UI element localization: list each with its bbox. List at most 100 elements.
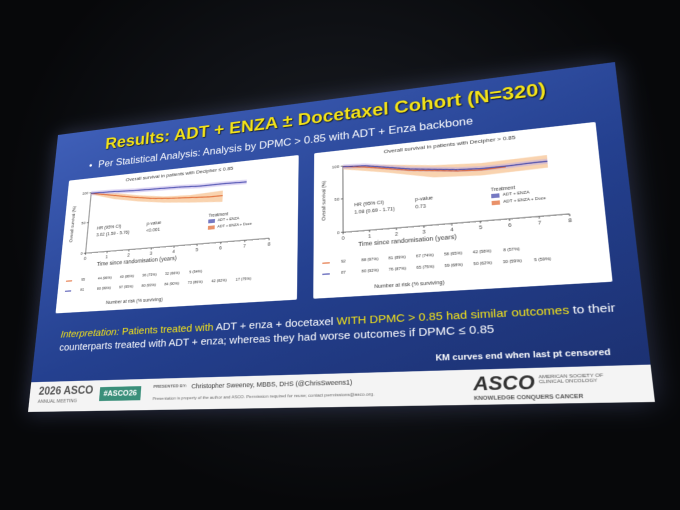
x-tick-label: 8: [268, 242, 271, 247]
risk-value: 5 (59%): [534, 256, 551, 263]
risk-value: 80 (99%): [97, 286, 111, 292]
risk-value: 81 (89%): [388, 255, 406, 261]
p-value: <0.001: [146, 227, 160, 233]
y-tick-label: 50: [81, 220, 86, 225]
y-tick-label: 50: [334, 197, 339, 202]
legend-label: ADT + ENZA: [218, 216, 240, 223]
km-panel: Overall survival in patients with Deciph…: [313, 121, 613, 299]
legend-title: Treatment: [491, 185, 516, 192]
panel-title: Overall survival in patients with Deciph…: [126, 165, 234, 182]
risk-value: 44 (96%): [98, 275, 112, 281]
risk-value: 32 (66%): [165, 271, 180, 277]
risk-value: 58 (65%): [444, 251, 462, 258]
x-tick-label: 5: [479, 225, 483, 230]
risk-value: 42 (82%): [211, 278, 227, 284]
risk-value: 84 (90%): [164, 281, 179, 287]
x-tick-label: 1: [105, 255, 108, 260]
hr-value: 3.02 (1.59 - 5.76): [96, 230, 130, 238]
legend-swatch: [208, 218, 216, 224]
risk-value: 17 (75%): [236, 276, 252, 282]
presenter: Christopher Sweeney, MBBS, DHS (@ChrisSw…: [191, 378, 353, 390]
risk-value: 36 (73%): [142, 272, 157, 278]
km-plot: Overall survival in patients with Deciph…: [313, 134, 572, 290]
risk-value: 8 (57%): [503, 246, 520, 253]
legend-label: ADT + ENZA + Doce: [503, 196, 547, 205]
legend-title: Treatment: [208, 212, 228, 218]
risk-value: 42 (58%): [473, 249, 492, 256]
x-axis-label: Time since randomisation (years): [358, 234, 457, 248]
y-tick-label: 0: [80, 251, 83, 256]
legend-label: ADT + ENZA + Doce: [217, 221, 252, 229]
risk-value: 67 (74%): [416, 253, 434, 259]
risk-n: 81: [80, 287, 85, 292]
risk-n: 87: [341, 270, 346, 275]
risk-value: 88 (97%): [361, 257, 378, 263]
hr-label: HR (95% CI): [354, 200, 385, 208]
risk-value: 40 (86%): [120, 274, 135, 280]
x-tick-label: 4: [450, 227, 455, 233]
p-value: 0.73: [415, 204, 426, 210]
x-tick-label: 0: [342, 236, 345, 241]
y-axis-label: Overall survival (%): [321, 180, 326, 221]
risk-label: Number at risk (% surviving): [106, 297, 164, 305]
risk-value: 5 (54%): [189, 269, 202, 275]
x-tick-label: 3: [150, 251, 153, 256]
risk-value: 65 (75%): [416, 264, 434, 270]
p-label: p-value: [415, 195, 433, 202]
y-tick-label: 100: [82, 191, 89, 196]
meeting: ANNUAL MEETING: [37, 398, 78, 405]
note: KM curves end when last pt censored: [435, 347, 612, 363]
notice: Presentation is property of the author a…: [152, 392, 375, 402]
footer: 2026 ASCO ANNUAL MEETING #ASCO26 PRESENT…: [27, 364, 655, 412]
axis: [86, 193, 92, 253]
risk-value: 59 (68%): [445, 262, 464, 269]
x-tick-label: 8: [568, 218, 572, 224]
legend-swatch: [491, 200, 501, 206]
interpretation: Interpretation: Patients treated with AD…: [59, 301, 618, 355]
hr-value: 1.08 (0.69 - 1.71): [354, 206, 396, 215]
y-tick-label: 100: [332, 164, 339, 170]
logo: ASCO: [472, 371, 536, 396]
x-tick-label: 7: [243, 244, 246, 249]
motto: KNOWLEDGE CONQUERS CANCER: [473, 393, 584, 402]
risk-label: Number at risk (% surviving): [374, 280, 445, 290]
risk-n: 95: [81, 277, 86, 282]
x-tick-label: 0: [84, 256, 87, 261]
legend-label: ADT + ENZA: [503, 190, 530, 198]
axis: [343, 214, 569, 232]
x-tick-label: 5: [195, 247, 198, 252]
x-tick-label: 2: [395, 232, 398, 237]
x-tick-label: 7: [538, 220, 542, 226]
legend-swatch: [491, 193, 500, 199]
axis: [86, 238, 270, 253]
society: AMERICAN SOCIETY OF CLINICAL ONCOLOGY: [538, 373, 604, 385]
risk-n: 92: [341, 259, 346, 264]
km-panel: Overall survival in patients with Deciph…: [55, 155, 299, 314]
x-tick-label: 4: [172, 249, 176, 254]
risk-value: 76 (87%): [389, 266, 407, 272]
hr-label: HR (95% CI): [97, 224, 123, 231]
x-tick-label: 6: [219, 246, 222, 251]
km-plot: Overall survival in patients with Deciph…: [56, 165, 271, 305]
risk-value: 80 (93%): [141, 283, 156, 289]
risk-marker: [322, 263, 329, 264]
panel-title: Overall survival in patients with Deciph…: [384, 134, 517, 155]
risk-value: 80 (92%): [362, 268, 379, 274]
risk-value: 50 (62%): [473, 260, 492, 267]
x-tick-label: 3: [422, 229, 425, 234]
risk-value: 97 (95%): [119, 284, 134, 290]
meeting-year: 2026 ASCO: [38, 384, 94, 398]
interp-text: Interpretation:: [60, 326, 120, 341]
slide: Results: ADT + ENZA ± Docetaxel Cohort (…: [27, 61, 655, 412]
x-tick-label: 6: [508, 223, 512, 229]
y-axis-label: Overall survival (%): [69, 205, 77, 243]
x-tick-label: 2: [127, 253, 130, 258]
x-tick-label: 1: [368, 234, 371, 239]
presented-by: PRESENTED BY:: [153, 384, 187, 390]
risk-value: 73 (86%): [188, 280, 203, 286]
hashtag: #ASCO26: [99, 386, 142, 402]
y-tick-label: 0: [337, 230, 340, 235]
risk-value: 30 (59%): [503, 258, 522, 265]
x-axis-label: Time since randomisation (years): [97, 255, 178, 267]
